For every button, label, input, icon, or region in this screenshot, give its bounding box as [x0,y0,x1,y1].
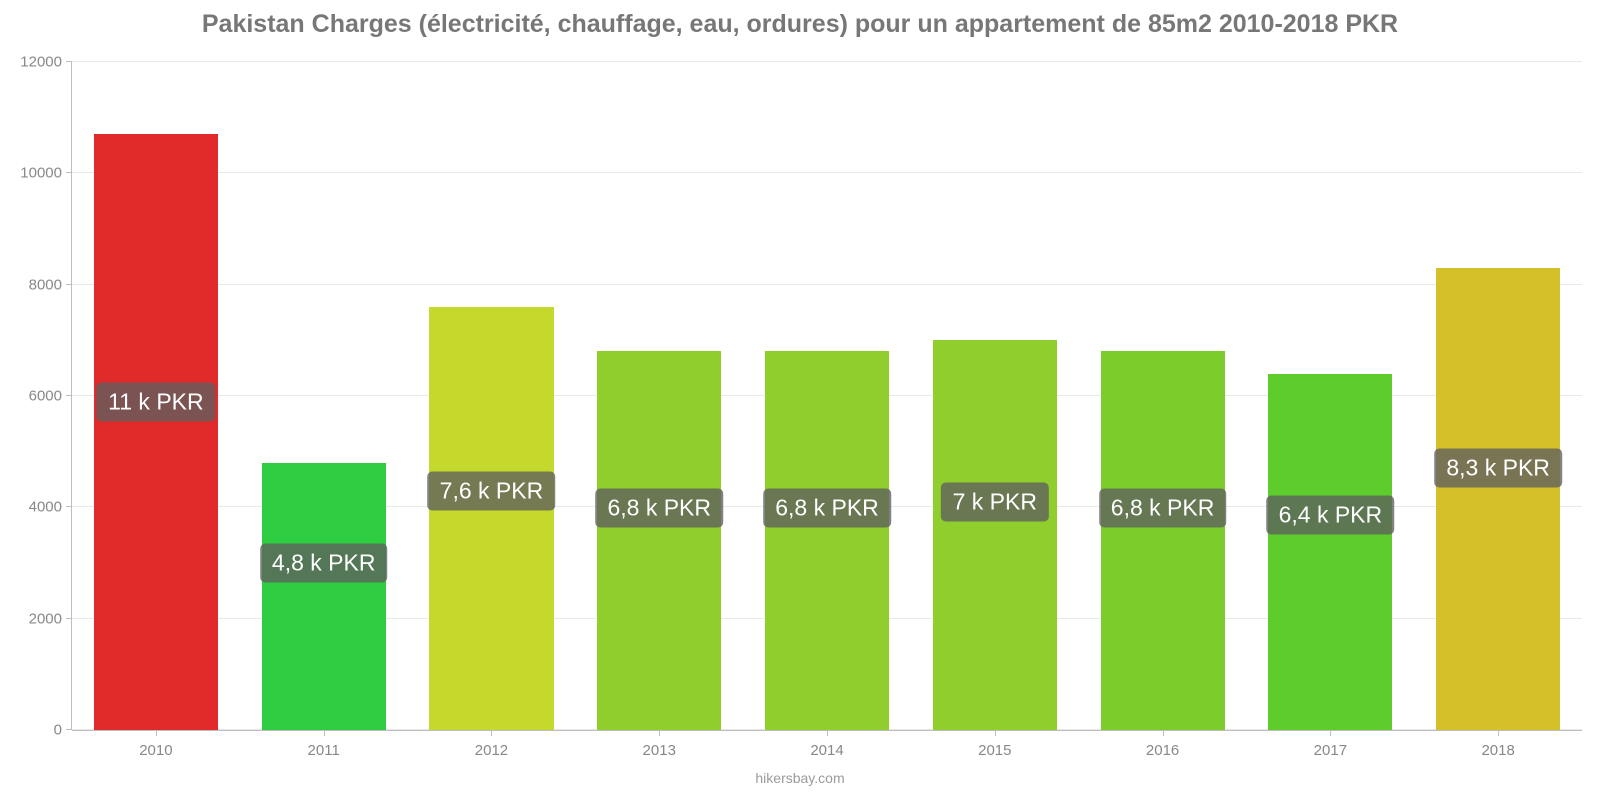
bar-value-label: 6,8 k PKR [763,489,891,528]
x-tick-mark [659,730,660,736]
bar-slot: 6,8 k PKR2014 [743,62,911,730]
y-tick-label: 8000 [29,276,72,293]
bar-slot: 6,8 k PKR2016 [1079,62,1247,730]
x-tick-mark [1163,730,1164,736]
bar [1436,268,1560,730]
bar [597,351,721,730]
bar-slot: 6,4 k PKR2017 [1246,62,1414,730]
bar [94,134,218,730]
bar-value-label: 6,8 k PKR [595,489,723,528]
bar [765,351,889,730]
x-tick-mark [1330,730,1331,736]
bar-slot: 7,6 k PKR2012 [408,62,576,730]
x-tick-mark [995,730,996,736]
bar [1268,374,1392,730]
bar-slot: 8,3 k PKR2018 [1414,62,1582,730]
bar [933,340,1057,730]
bar-value-label: 7 k PKR [941,482,1049,521]
x-tick-mark [156,730,157,736]
source-label: hikersbay.com [755,770,844,786]
bar [1101,351,1225,730]
bar-chart: Pakistan Charges (électricité, chauffage… [0,0,1600,800]
bar-value-label: 8,3 k PKR [1434,449,1562,488]
y-tick-label: 6000 [29,388,72,405]
chart-title: Pakistan Charges (électricité, chauffage… [0,0,1600,39]
bar-value-label: 4,8 k PKR [260,544,388,583]
bar-slot: 7 k PKR2015 [911,62,1079,730]
bar [262,463,386,730]
bar [429,307,553,730]
bar-value-label: 6,4 k PKR [1267,496,1395,535]
bar-value-label: 11 k PKR [96,382,215,421]
y-tick-label: 4000 [29,499,72,516]
y-tick-label: 12000 [20,54,72,71]
x-tick-mark [324,730,325,736]
bar-slot: 6,8 k PKR2013 [575,62,743,730]
y-tick-label: 10000 [20,165,72,182]
y-tick-label: 0 [54,722,72,739]
x-tick-mark [1498,730,1499,736]
bar-slot: 4,8 k PKR2011 [240,62,408,730]
x-tick-mark [827,730,828,736]
bars-container: 11 k PKR20104,8 k PKR20117,6 k PKR20126,… [72,62,1582,730]
y-tick-label: 2000 [29,610,72,627]
bar-value-label: 6,8 k PKR [1099,489,1227,528]
plot-area: 020004000600080001000012000 11 k PKR2010… [72,62,1582,730]
bar-value-label: 7,6 k PKR [428,471,556,510]
x-tick-mark [491,730,492,736]
bar-slot: 11 k PKR2010 [72,62,240,730]
